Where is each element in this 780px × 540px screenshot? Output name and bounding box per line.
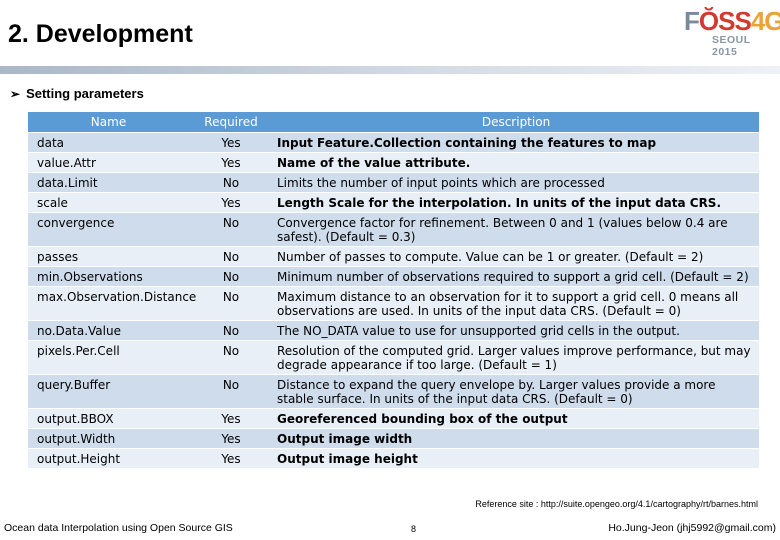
table-row: output.Height Yes Output image height <box>28 448 759 468</box>
description-cell: The NO_DATA value to use for unsupported… <box>273 320 759 341</box>
header-divider <box>0 66 780 74</box>
logo-part3: 4G <box>750 6 780 36</box>
foss4g-logo: FŎSS4G SEOUL 2015 <box>684 6 780 58</box>
param-name-cell: output.Height <box>28 448 189 468</box>
param-name-cell: pixels.Per.Cell <box>28 340 189 375</box>
page-number: 8 <box>411 524 417 534</box>
param-name-cell: scale <box>28 192 189 213</box>
table-row: scale Yes Length Scale for the interpolati… <box>28 192 759 213</box>
description-cell: Georeferenced bounding box of the output <box>273 408 759 429</box>
description-cell: Name of the value attribute. <box>273 152 759 173</box>
required-cell: No <box>189 172 273 193</box>
description-cell: Number of passes to compute. Value can b… <box>273 246 759 267</box>
param-name-cell: output.BBOX <box>28 408 189 429</box>
slide-title: 2. Development <box>8 20 193 48</box>
footer-author: Ho.Jung-Jeon (jhj5992@gmail.com) <box>608 522 776 534</box>
table-row: data Yes Input Feature.Collection containi… <box>28 132 759 153</box>
table-row: convergence No Convergence factor for refi… <box>28 212 759 247</box>
param-name-cell: value.Attr <box>28 152 189 173</box>
param-name-cell: convergence <box>28 212 189 247</box>
table-row: query.Buffer No Distance to expand the que… <box>28 374 759 409</box>
description-cell: Maximum distance to an observation for i… <box>273 286 759 321</box>
required-cell: Yes <box>189 152 273 173</box>
table-row: no.Data.Value No The NO_DATA value to use … <box>28 320 759 341</box>
arrow-bullet-icon: ➢ <box>10 87 21 101</box>
required-cell: Yes <box>189 448 273 468</box>
description-cell: Minimum number of observations required … <box>273 266 759 287</box>
table-body: data Yes Input Feature.Collection containi… <box>28 132 759 468</box>
description-cell: Output image width <box>273 428 759 449</box>
logo-wordmark: FŎSS4G <box>684 6 780 36</box>
parameters-table: Name Required Description data Yes Input F… <box>28 112 759 468</box>
logo-subtitle: SEOUL 2015 <box>712 34 751 58</box>
table-header-row: Name Required Description <box>28 112 759 133</box>
param-name-cell: passes <box>28 246 189 267</box>
required-cell: Yes <box>189 132 273 153</box>
required-cell: No <box>189 340 273 375</box>
required-cell: No <box>189 374 273 409</box>
table-row: min.Observations No Minimum number of obse… <box>28 266 759 287</box>
table-row: data.Limit No Limits the number of input p… <box>28 172 759 193</box>
header-description: Description <box>273 112 759 133</box>
description-cell: Distance to expand the query envelope by… <box>273 374 759 409</box>
required-cell: No <box>189 266 273 287</box>
param-name-cell: data <box>28 132 189 153</box>
param-name-cell: data.Limit <box>28 172 189 193</box>
description-cell: Convergence factor for refinement. Betwe… <box>273 212 759 247</box>
description-cell: Resolution of the computed grid. Larger … <box>273 340 759 375</box>
param-name-cell: no.Data.Value <box>28 320 189 341</box>
bullet-text: Setting parameters <box>26 86 144 101</box>
description-cell: Input Feature.Collection containing the … <box>273 132 759 153</box>
required-cell: No <box>189 212 273 247</box>
table-row: max.Observation.Distance No Maximum distan… <box>28 286 759 321</box>
table-row: passes No Number of passes to compute. Val… <box>28 246 759 267</box>
table-row: output.Width Yes Output image width <box>28 428 759 449</box>
required-cell: No <box>189 286 273 321</box>
header-name: Name <box>28 112 189 133</box>
param-name-cell: query.Buffer <box>28 374 189 409</box>
param-name-cell: min.Observations <box>28 266 189 287</box>
description-cell: Length Scale for the interpolation. In u… <box>273 192 759 213</box>
table-row: output.BBOX Yes Georeferenced bounding box… <box>28 408 759 429</box>
description-cell: Output image height <box>273 448 759 468</box>
required-cell: Yes <box>189 428 273 449</box>
param-name-cell: max.Observation.Distance <box>28 286 196 321</box>
table-row: pixels.Per.Cell No Resolution of the compu… <box>28 340 759 375</box>
logo-part2: ŎSS <box>698 6 752 36</box>
required-cell: No <box>189 246 273 267</box>
required-cell: Yes <box>189 192 273 213</box>
logo-part1: F <box>684 6 700 36</box>
header-required: Required <box>189 112 273 133</box>
bullet-item: ➢ Setting parameters <box>10 86 144 101</box>
param-name-cell: output.Width <box>28 428 189 449</box>
required-cell: No <box>189 320 273 341</box>
footer-title: Ocean data Interpolation using Open Sour… <box>4 522 233 534</box>
required-cell: Yes <box>189 408 273 429</box>
description-cell: Limits the number of input points which … <box>273 172 759 193</box>
table-row: value.Attr Yes Name of the value attribute… <box>28 152 759 173</box>
reference-note: Reference site : http://suite.opengeo.or… <box>475 499 758 509</box>
